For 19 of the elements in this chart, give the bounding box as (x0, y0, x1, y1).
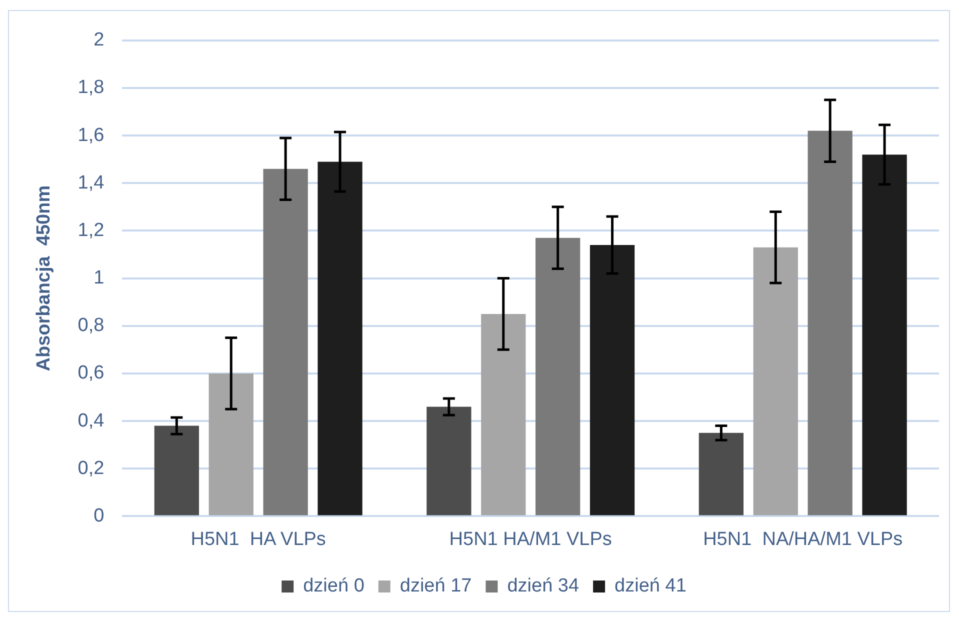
legend-label: dzień 0 (303, 576, 364, 597)
y-tick-label: 0,4 (78, 410, 105, 432)
x-tick-label: H5N1 NA/HA/M1 VLPs (703, 528, 903, 550)
y-tick-label: 0,2 (78, 458, 104, 479)
y-tick-label: 1,6 (78, 124, 104, 146)
legend-label: dzień 41 (614, 576, 686, 597)
y-tick-label: 0 (94, 505, 104, 526)
legend-label: dzień 17 (400, 576, 472, 597)
y-axis-title: Absorbancja 450nm (34, 185, 55, 372)
y-tick-label: 1,2 (78, 220, 104, 241)
legend-label: dzień 34 (507, 576, 580, 597)
y-tick-label: 0,8 (78, 315, 104, 336)
y-tick-label: 0,6 (78, 362, 104, 384)
y-tick-label: 2 (94, 30, 104, 51)
y-tick-label: 1,4 (78, 172, 105, 194)
x-tick-label: H5N1 HA/M1 VLPs (449, 528, 612, 550)
y-tick-label: 1 (94, 268, 104, 289)
x-tick-label: H5N1 HA VLPs (190, 528, 326, 550)
y-tick-label: 1,8 (78, 77, 104, 98)
